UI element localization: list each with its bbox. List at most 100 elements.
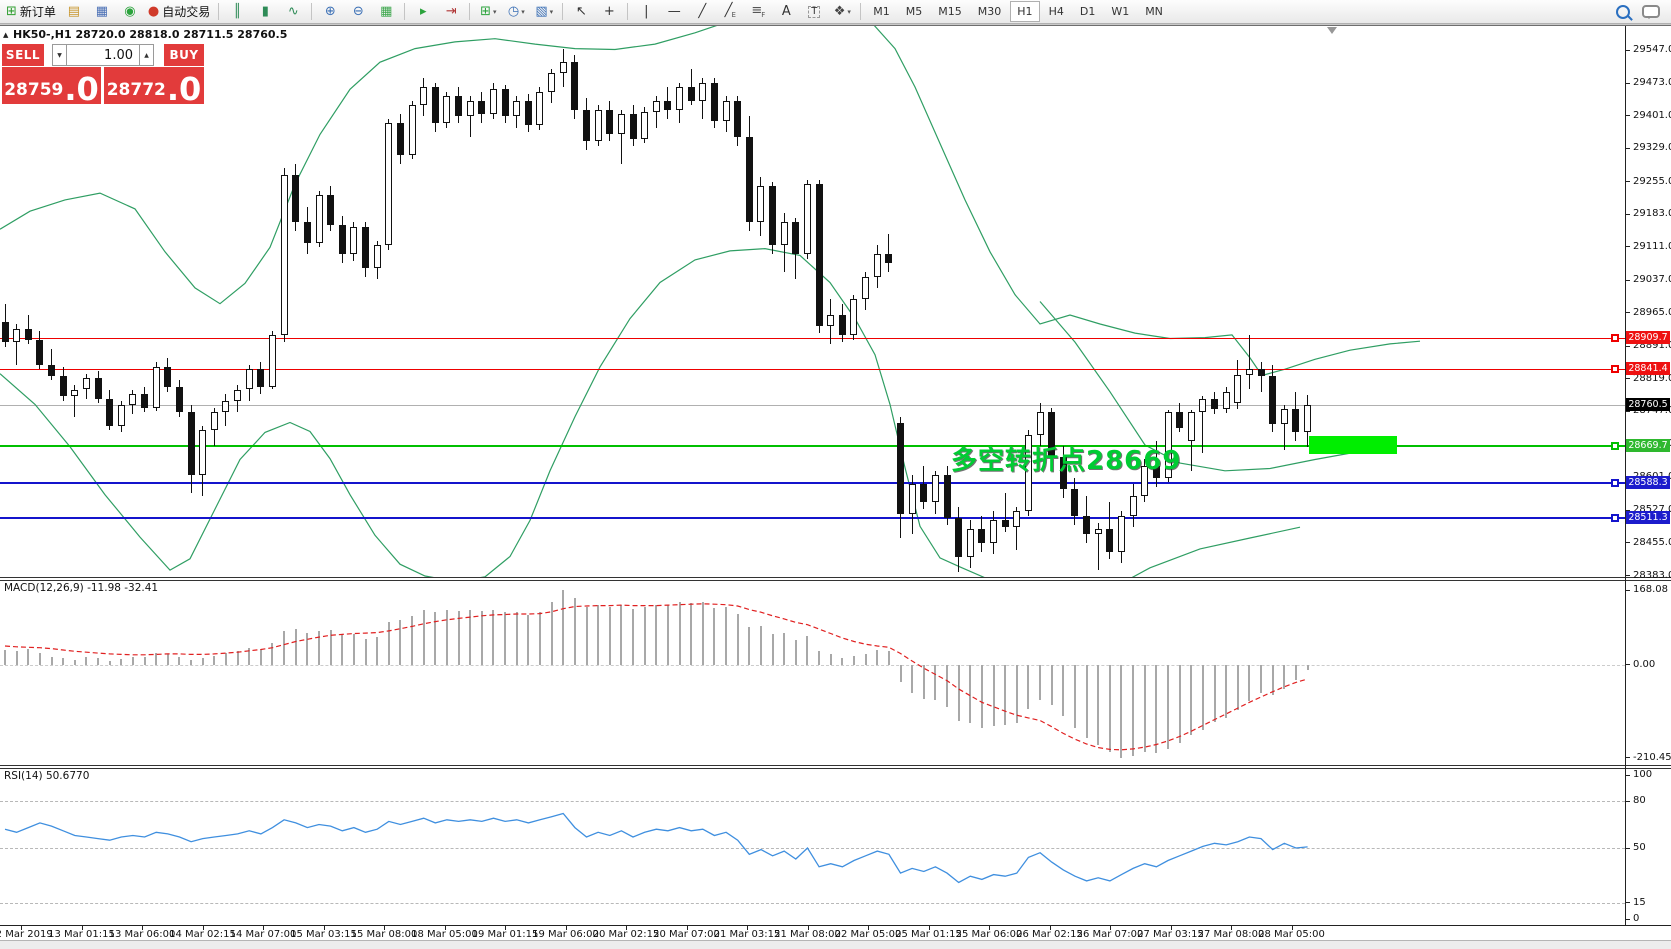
timeframe-m5-button[interactable]: M5 xyxy=(905,5,923,18)
candle-body xyxy=(106,398,114,426)
candle-body xyxy=(606,109,614,135)
navigator-button[interactable]: ▦ xyxy=(89,2,115,22)
timeframe-m1-button[interactable]: M1 xyxy=(873,5,890,18)
fibonacci-button[interactable]: ≡F xyxy=(745,2,771,22)
candle-body xyxy=(1129,495,1137,516)
price-tick xyxy=(1625,82,1630,84)
timeframe-m30-button[interactable]: M30 xyxy=(977,5,1002,18)
sell-button[interactable]: SELL xyxy=(2,44,44,66)
candle-wick xyxy=(1260,362,1262,392)
chart-shift-button[interactable]: ⇥ xyxy=(438,2,464,22)
macd-histogram-bar xyxy=(701,602,704,665)
sell-price-display[interactable]: 28759 .0 xyxy=(2,67,101,105)
bar-chart-button[interactable]: ║ xyxy=(224,2,250,22)
zoom-in-button[interactable]: ⊕ xyxy=(317,2,343,22)
support-hline-28588[interactable] xyxy=(0,481,1625,484)
candle-body xyxy=(431,87,439,124)
search-button[interactable] xyxy=(1610,2,1636,22)
volume-decrease-button[interactable]: ▼ xyxy=(52,44,67,66)
macd-histogram-bar xyxy=(643,606,646,665)
macd-histogram-bar xyxy=(1132,664,1135,756)
vertical-line-button[interactable]: | xyxy=(633,2,659,22)
price-tick-label: 28965.0 xyxy=(1633,306,1671,318)
charts-icon: ▤ xyxy=(67,4,81,19)
macd-histogram-bar xyxy=(294,629,297,665)
community-button[interactable] xyxy=(1638,2,1664,22)
pane-separator[interactable] xyxy=(0,577,1671,581)
price-axis[interactable]: 29547.0 29473.0 29401.0 29329.0 29255.0 29183… xyxy=(1626,0,1671,949)
macd-histogram-bar xyxy=(1120,664,1123,758)
templates-button[interactable]: ▧ ▾ xyxy=(531,2,557,22)
highlight-rectangle[interactable] xyxy=(1309,436,1397,455)
timeframe-m15-button[interactable]: M15 xyxy=(938,5,962,18)
buy-button[interactable]: BUY xyxy=(164,44,204,66)
line-chart-button[interactable]: ∿ xyxy=(280,2,306,22)
volume-increase-button[interactable]: ▲ xyxy=(139,44,154,66)
support-hline-28511[interactable] xyxy=(0,516,1625,519)
horizontal-line-button[interactable]: — xyxy=(661,2,687,22)
collapse-triangle-icon[interactable]: ▲ xyxy=(3,31,9,39)
chart-shift-marker[interactable] xyxy=(1327,27,1337,34)
macd-histogram-bar xyxy=(1248,664,1251,701)
timeframe-w1-button[interactable]: W1 xyxy=(1111,5,1130,18)
resistance-hline-28909[interactable] xyxy=(0,337,1625,339)
price-chart-pane[interactable]: 多空转折点28669 xyxy=(0,26,1625,577)
signals-button[interactable]: ◉ xyxy=(117,2,143,22)
text-label-button[interactable]: T xyxy=(801,2,827,22)
toolbar-separator xyxy=(311,3,313,20)
volume-input[interactable] xyxy=(67,44,139,66)
trendline-button[interactable]: ╱ xyxy=(689,2,715,22)
candle-body xyxy=(978,529,986,543)
candle-chart-button[interactable]: ▮ xyxy=(252,2,278,22)
macd-histogram-bar xyxy=(992,664,995,726)
candle-body xyxy=(734,100,742,137)
candle-body xyxy=(48,364,56,376)
zoom-out-button[interactable]: ⊖ xyxy=(345,2,371,22)
macd-histogram-bar xyxy=(457,611,460,665)
chart-list-button[interactable]: ▤ xyxy=(61,2,87,22)
channel-button[interactable]: ╱E xyxy=(717,2,743,22)
pivot-annotation[interactable]: 多空转折点28669 xyxy=(951,446,1182,476)
price-tick-label: 29473.0 xyxy=(1633,77,1671,89)
candle-body xyxy=(478,100,486,115)
timeframe-h1-button[interactable]: H1 xyxy=(1010,1,1040,22)
macd-histogram-bar xyxy=(1097,664,1100,746)
candle-body xyxy=(1199,398,1207,413)
candle-body xyxy=(955,518,963,557)
candle-body xyxy=(641,111,649,139)
candle-body xyxy=(210,412,218,431)
arrows-button[interactable]: ❖ ▾ xyxy=(829,2,855,22)
candle-body xyxy=(117,405,125,426)
candle-body xyxy=(152,366,160,408)
periods-button[interactable]: ◷ ▾ xyxy=(503,2,529,22)
buy-price-display[interactable]: 28772 .0 xyxy=(104,67,204,105)
new-order-button[interactable]: ⊞ 新订单 xyxy=(3,2,59,22)
crosshair-button[interactable]: + xyxy=(596,2,622,22)
timeframe-d1-button[interactable]: D1 xyxy=(1079,5,1096,18)
time-tick xyxy=(1170,926,1172,930)
rsi-indicator-pane[interactable]: RSI(14) 50.6770 xyxy=(0,769,1625,925)
timeframe-mn-button[interactable]: MN xyxy=(1145,5,1163,18)
candle-body xyxy=(1013,511,1021,528)
tile-windows-button[interactable]: ▦ xyxy=(373,2,399,22)
macd-histogram-bar xyxy=(911,664,914,694)
resistance-hline-28841[interactable] xyxy=(0,368,1625,370)
auto-scroll-button[interactable]: ▸ xyxy=(410,2,436,22)
cursor-button[interactable]: ↖ xyxy=(568,2,594,22)
macd-tick xyxy=(1625,757,1630,759)
timeframe-h4-button[interactable]: H4 xyxy=(1048,5,1064,18)
candle-body xyxy=(862,276,870,300)
price-tick-label: 28527.0 xyxy=(1633,504,1671,515)
price-tick xyxy=(1625,147,1630,149)
macd-histogram-bar xyxy=(969,664,972,724)
macd-histogram-bar xyxy=(248,647,251,665)
pane-separator[interactable] xyxy=(0,765,1671,769)
candle-body xyxy=(303,222,311,243)
macd-indicator-pane[interactable]: MACD(12,26,9) -11.98 -32.41 xyxy=(0,581,1625,765)
candle-body xyxy=(222,400,230,413)
pivot-hline-28669[interactable] xyxy=(0,445,1625,448)
auto-trading-button[interactable]: ● 自动交易 xyxy=(145,2,213,22)
indicators-button[interactable]: ⊞ ▾ xyxy=(475,2,501,22)
text-button[interactable]: A xyxy=(773,2,799,22)
